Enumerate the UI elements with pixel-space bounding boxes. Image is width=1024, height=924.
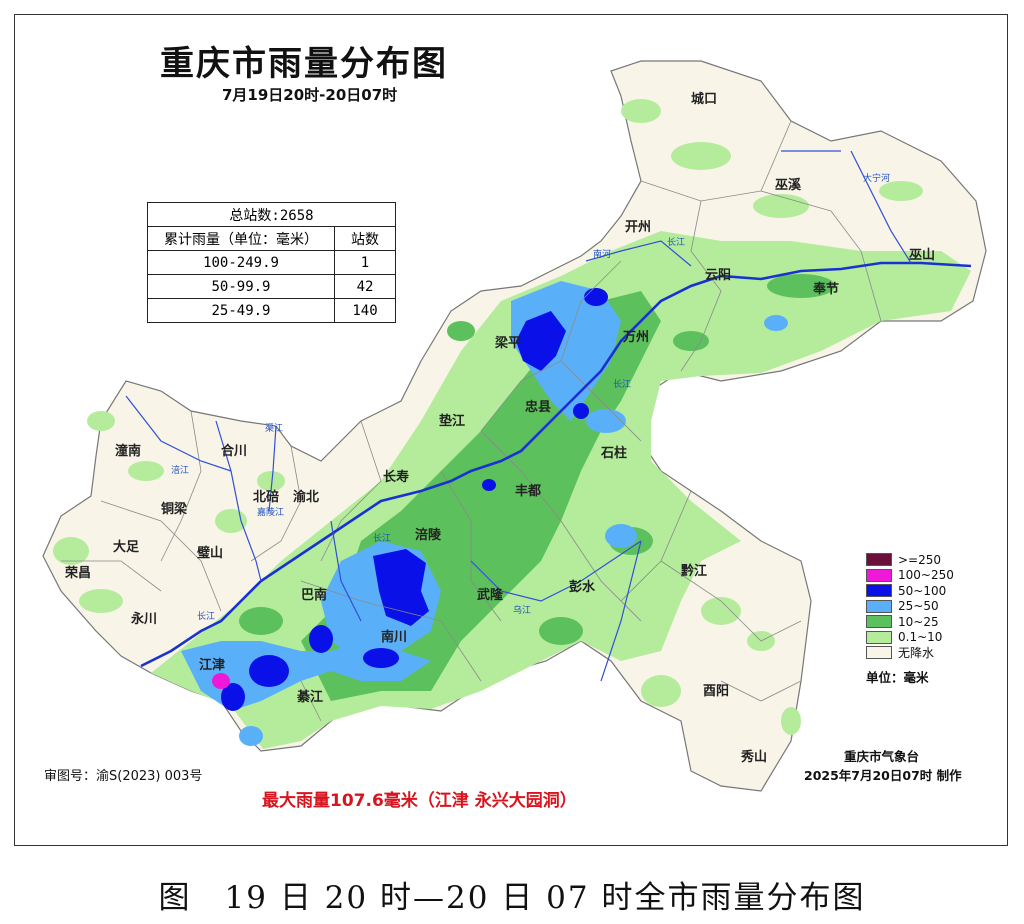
label-wuxi: 巫溪 [775,177,802,193]
legend-swatch [866,599,892,613]
label-bishan: 璧山 [197,545,223,561]
label-zhongxian: 忠县 [525,399,551,415]
rainfall-legend: >=250 100~250 50~100 25~50 10~25 0.1~10 … [866,552,954,686]
legend-item: >=250 [866,552,954,568]
legend-swatch [866,646,892,660]
header-count: 站数 [334,226,396,251]
max-rainfall-note: 最大雨量107.6毫米（江津 永兴大园洞） [262,791,577,811]
label-banan: 巴南 [301,587,327,603]
legend-swatch [866,568,892,582]
total-stations: 总站数:2658 [147,202,396,227]
legend-item: 10~25 [866,614,954,630]
label-fuling: 涪陵 [415,527,442,543]
river-label-yangtze-3: 长江 [667,236,685,248]
label-yongchuan: 永川 [130,611,157,627]
label-qijiang: 綦江 [296,689,323,705]
river-label-nanhe: 南河 [593,248,611,260]
river-label-jialing: 嘉陵江 [257,506,284,518]
tributary-rivers [125,150,912,682]
map-subtitle: 7月19日20时-20日07时 [222,86,398,104]
legend-swatch [866,630,892,644]
table-row: 25-49.9 140 [147,298,396,323]
label-liangping: 梁平 [494,335,521,351]
row-range: 50-99.9 [147,274,335,299]
label-fengjie: 奉节 [812,281,839,297]
legend-unit: 单位：毫米 [866,669,929,685]
figure-caption: 图 19 日 20 时—20 日 07 时全市雨量分布图 [158,880,866,916]
river-label-fujiang: 涪江 [171,464,189,476]
map-title: 重庆市雨量分布图 [160,44,448,84]
label-changshou: 长寿 [383,469,409,485]
yangtze-river [140,261,972,668]
label-pengshui: 彭水 [569,579,596,595]
label-jiangjin: 江津 [199,657,225,673]
legend-label: 100~250 [898,568,954,583]
label-xiushan: 秀山 [740,749,767,765]
header-range: 累计雨量（单位：毫米） [147,226,335,251]
issue-time: 2025年7月20日07时 制作 [804,768,962,783]
river-label-daning: 大宁河 [863,172,890,184]
row-count: 140 [334,298,396,323]
label-beibei: 北碚 [253,489,279,505]
label-chengkou: 城口 [691,91,717,107]
legend-label: >=250 [898,552,942,567]
row-count: 1 [334,250,396,275]
legend-label: 0.1~10 [898,630,943,645]
label-nanchuan: 南川 [381,629,407,645]
river-label-yangtze-1: 长江 [373,532,391,544]
row-range: 25-49.9 [147,298,335,323]
rain-area-50-to-100 [221,288,608,711]
river-label-yangtze-4: 长江 [197,610,215,622]
label-hechuan: 合川 [221,443,247,459]
label-tongliang: 铜梁 [160,501,188,517]
legend-label: 10~25 [898,614,939,629]
label-yunyang: 云阳 [705,268,731,283]
label-wushan: 巫山 [909,247,935,263]
label-dazu: 大足 [113,539,140,555]
label-fengdu: 丰都 [515,483,541,499]
rainfall-map: 城口 巫溪 巫山 开州 云阳 奉节 万州 梁平 忠县 石柱 垫江 丰都 长寿 涪… [42,60,987,792]
label-dianjiang: 垫江 [439,413,465,429]
label-qianjiang: 黔江 [681,563,707,579]
table-row: 50-99.9 42 [147,274,396,299]
label-yubei: 渝北 [293,489,319,505]
label-kaizhou: 开州 [625,220,651,235]
river-label-yangtze-2: 长江 [613,378,631,390]
label-wanzhou: 万州 [622,330,649,345]
legend-label: 50~100 [898,583,947,598]
map-approval-number: 审图号：渝S(2023) 003号 [44,769,203,784]
rain-area-100-to-250 [212,673,230,689]
legend-item: 50~100 [866,583,954,599]
district-boundaries [61,120,882,722]
legend-swatch [866,615,892,629]
river-label-wujiang: 乌江 [513,604,531,616]
row-range: 100-249.9 [147,250,335,275]
legend-label: 无降水 [898,646,935,661]
legend-item: 100~250 [866,568,954,584]
table-row: 100-249.9 1 [147,250,396,275]
legend-swatch [866,553,892,567]
station-stats-table: 总站数:2658 累计雨量（单位：毫米） 站数 100-249.9 1 50-9… [147,202,396,323]
label-wulong: 武隆 [477,587,504,603]
legend-swatch [866,584,892,598]
issuer-block: 重庆市气象台 2025年7月20日07时 制作 [804,747,962,785]
label-shizhu: 石柱 [600,445,627,461]
river-label-qujiang: 渠江 [265,422,283,434]
label-rongchang: 荣昌 [64,565,91,581]
issuing-agency: 重庆市气象台 [844,749,920,764]
label-youyang: 酉阳 [703,684,729,699]
map-frame: 城口 巫溪 巫山 开州 云阳 奉节 万州 梁平 忠县 石柱 垫江 丰都 长寿 涪… [14,14,1008,846]
legend-item: 0.1~10 [866,630,954,646]
legend-item: 25~50 [866,599,954,615]
row-count: 42 [334,274,396,299]
legend-label: 25~50 [898,599,939,614]
legend-item: 无降水 [866,645,954,661]
label-tongnan: 潼南 [115,443,141,459]
